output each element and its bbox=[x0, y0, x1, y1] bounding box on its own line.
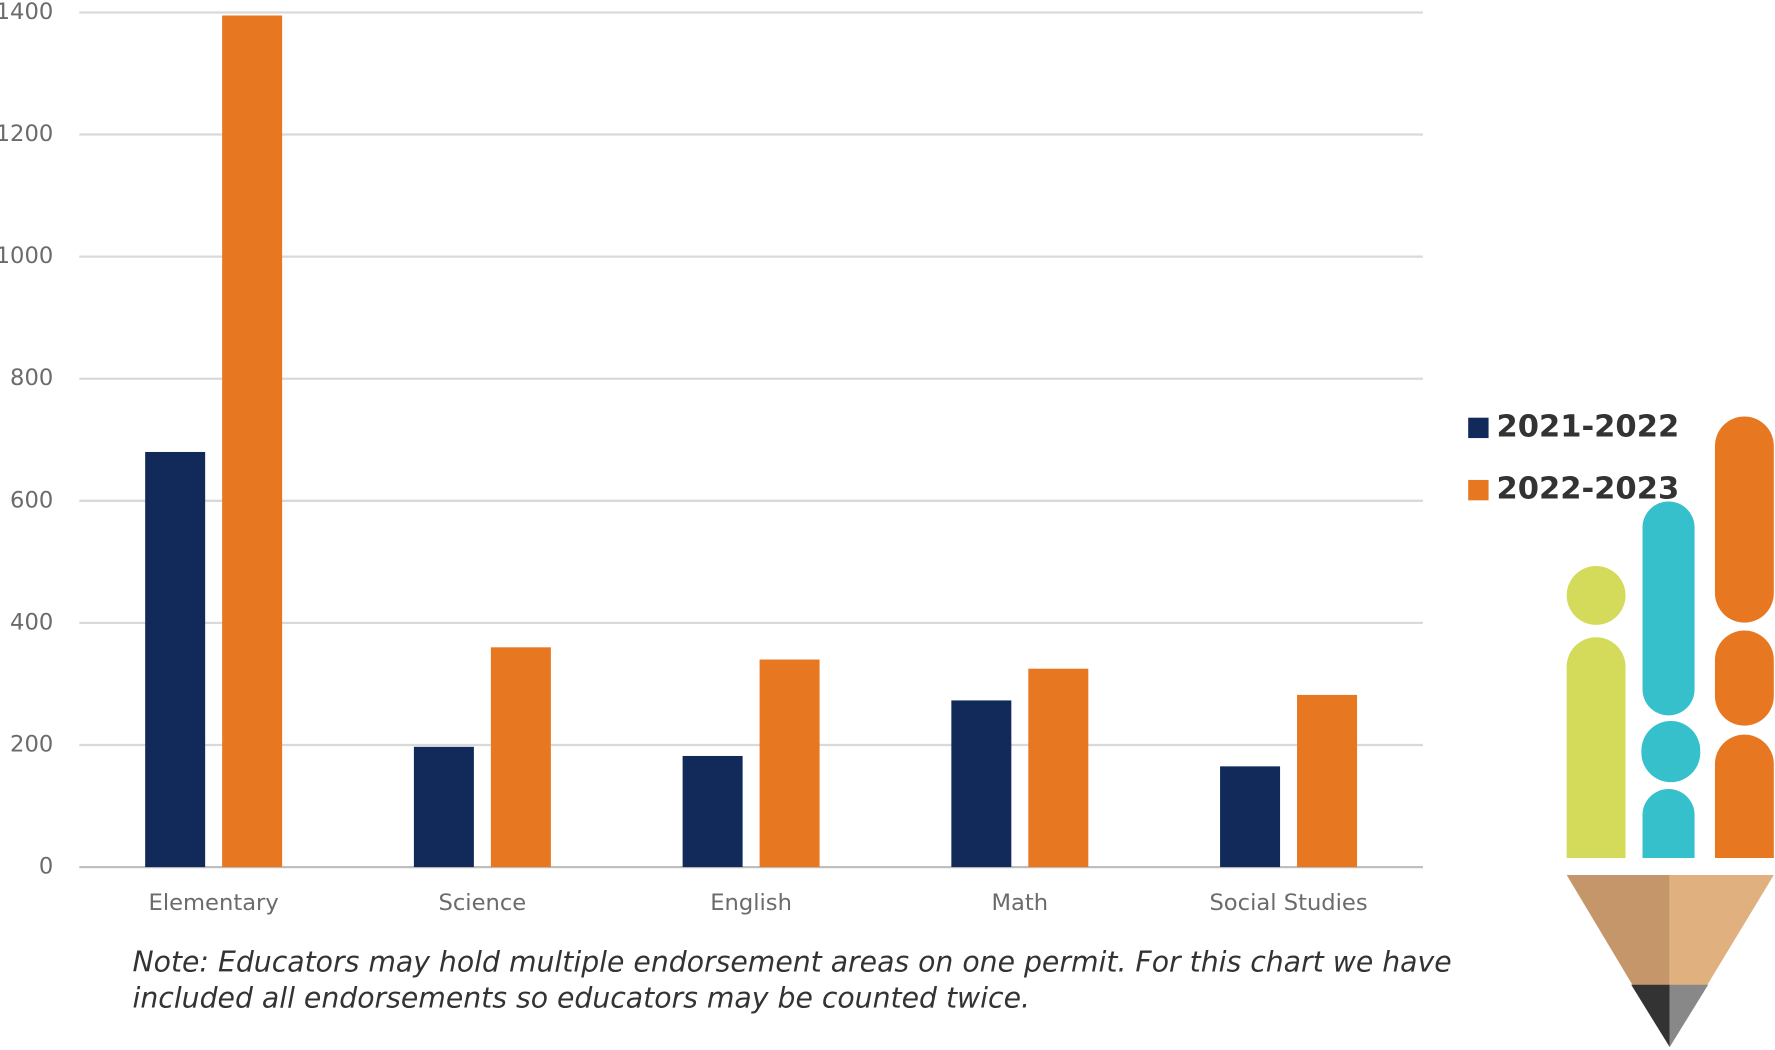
x-tick-label: Elementary bbox=[149, 890, 279, 916]
y-tick-label: 400 bbox=[10, 609, 53, 635]
bar bbox=[1297, 694, 1358, 868]
y-tick-label: 200 bbox=[10, 731, 53, 757]
bar bbox=[222, 15, 283, 868]
y-tick-label: 1200 bbox=[0, 121, 53, 147]
x-tick-label: English bbox=[710, 890, 792, 916]
bar bbox=[413, 746, 474, 868]
legend-label: 2022-2023 bbox=[1496, 472, 1679, 507]
note: included all endorsements so educators m… bbox=[132, 982, 1030, 1015]
y-tick-label: 1000 bbox=[0, 243, 53, 269]
bar bbox=[490, 647, 551, 868]
x-tick-label: Science bbox=[439, 890, 527, 916]
bar bbox=[951, 700, 1012, 868]
x-tick-label: Social Studies bbox=[1209, 890, 1367, 916]
note: Note: Educators may hold multiple endors… bbox=[132, 945, 1451, 978]
y-tick-label: 0 bbox=[39, 854, 53, 880]
bar bbox=[759, 659, 820, 868]
legend-label: 2021-2022 bbox=[1496, 409, 1679, 444]
x-tick-label: Math bbox=[992, 890, 1049, 916]
pencil-illustration bbox=[1566, 416, 1774, 1048]
bar bbox=[1220, 766, 1281, 868]
legend-swatch bbox=[1468, 479, 1489, 501]
bar bbox=[1028, 668, 1089, 868]
y-tick-label: 1400 bbox=[0, 0, 53, 25]
bar bbox=[682, 755, 743, 868]
bar bbox=[145, 451, 206, 868]
y-tick-label: 600 bbox=[10, 487, 53, 513]
legend-swatch bbox=[1468, 417, 1489, 439]
y-tick-label: 800 bbox=[10, 365, 53, 391]
